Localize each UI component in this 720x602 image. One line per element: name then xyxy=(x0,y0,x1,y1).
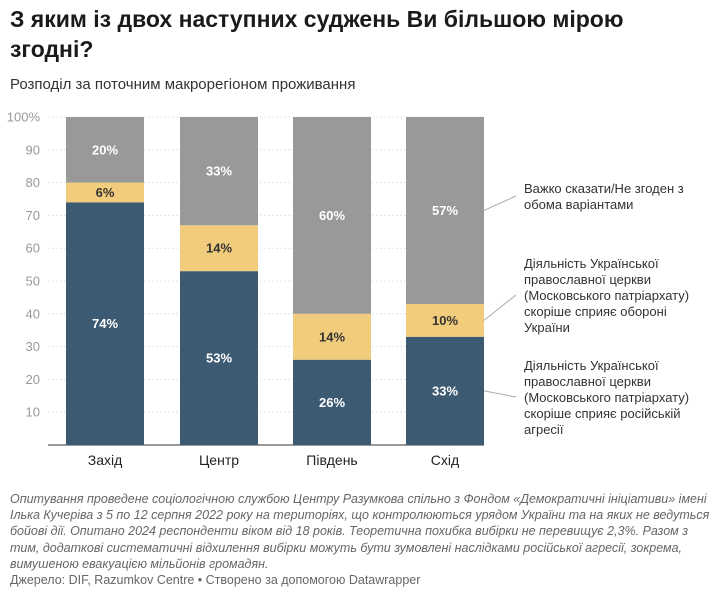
stacked-bar-chart: 10 20 30 40 50 60 70 80 90 100% 74% 6% 20% Захід 53% 14… xyxy=(7,110,689,469)
bar-segment xyxy=(293,117,371,314)
data-label: 57% xyxy=(432,203,458,218)
bar-segment xyxy=(180,271,258,445)
x-category-label: Захід xyxy=(88,452,123,468)
methodology-note: Опитування проведене соціологічною служб… xyxy=(10,492,710,571)
bar-segment xyxy=(406,303,484,337)
bar-segment xyxy=(66,117,144,183)
bar-segment xyxy=(293,313,371,360)
y-tick-label: 40 xyxy=(26,306,40,321)
chart-subtitle: Розподіл за поточним макрорегіоном прожи… xyxy=(10,76,356,93)
y-tick-label: 100% xyxy=(7,110,41,125)
legend-entry: Діяльність Української православної церкв… xyxy=(524,358,689,437)
bar-segment xyxy=(293,359,371,445)
source-line: Джерело: DIF, Razumkov Centre • Створено… xyxy=(10,573,421,587)
data-label: 6% xyxy=(96,185,115,200)
legend-entry: Важко сказати/Не згоден з обома варіантам… xyxy=(524,181,684,212)
bar-segment xyxy=(406,336,484,445)
data-label: 10% xyxy=(432,313,458,328)
y-tick-label: 90 xyxy=(26,142,40,157)
bar-segment xyxy=(180,225,258,272)
chart-title: З яким із двох наступних суджень Ви біль… xyxy=(10,6,624,62)
data-label: 33% xyxy=(432,383,458,398)
legend-leader-line xyxy=(483,195,517,211)
data-label: 14% xyxy=(206,241,232,256)
bar-segment xyxy=(66,182,144,203)
x-category-label: Схід xyxy=(431,452,459,468)
data-label: 60% xyxy=(319,208,345,223)
data-label: 26% xyxy=(319,395,345,410)
data-label: 53% xyxy=(206,351,232,366)
y-tick-label: 50 xyxy=(26,274,40,289)
bar-segment xyxy=(406,117,484,304)
x-category-label: Центр xyxy=(199,452,239,468)
bar-segment xyxy=(180,117,258,226)
y-tick-label: 70 xyxy=(26,208,40,223)
y-tick-label: 60 xyxy=(26,241,40,256)
y-tick-label: 10 xyxy=(26,405,40,420)
data-label: 74% xyxy=(92,316,118,331)
data-label: 20% xyxy=(92,142,118,157)
data-label: 14% xyxy=(319,329,345,344)
data-label: 33% xyxy=(206,164,232,179)
legend-leader-line xyxy=(483,390,517,398)
bar-segment xyxy=(66,202,144,445)
x-category-label: Південь xyxy=(306,452,357,468)
y-tick-label: 30 xyxy=(26,339,40,354)
legend-entry: Діяльність Української православної церкв… xyxy=(524,256,689,335)
y-tick-label: 80 xyxy=(26,175,40,190)
y-tick-label: 20 xyxy=(26,372,40,387)
legend-leader-line xyxy=(483,294,517,321)
